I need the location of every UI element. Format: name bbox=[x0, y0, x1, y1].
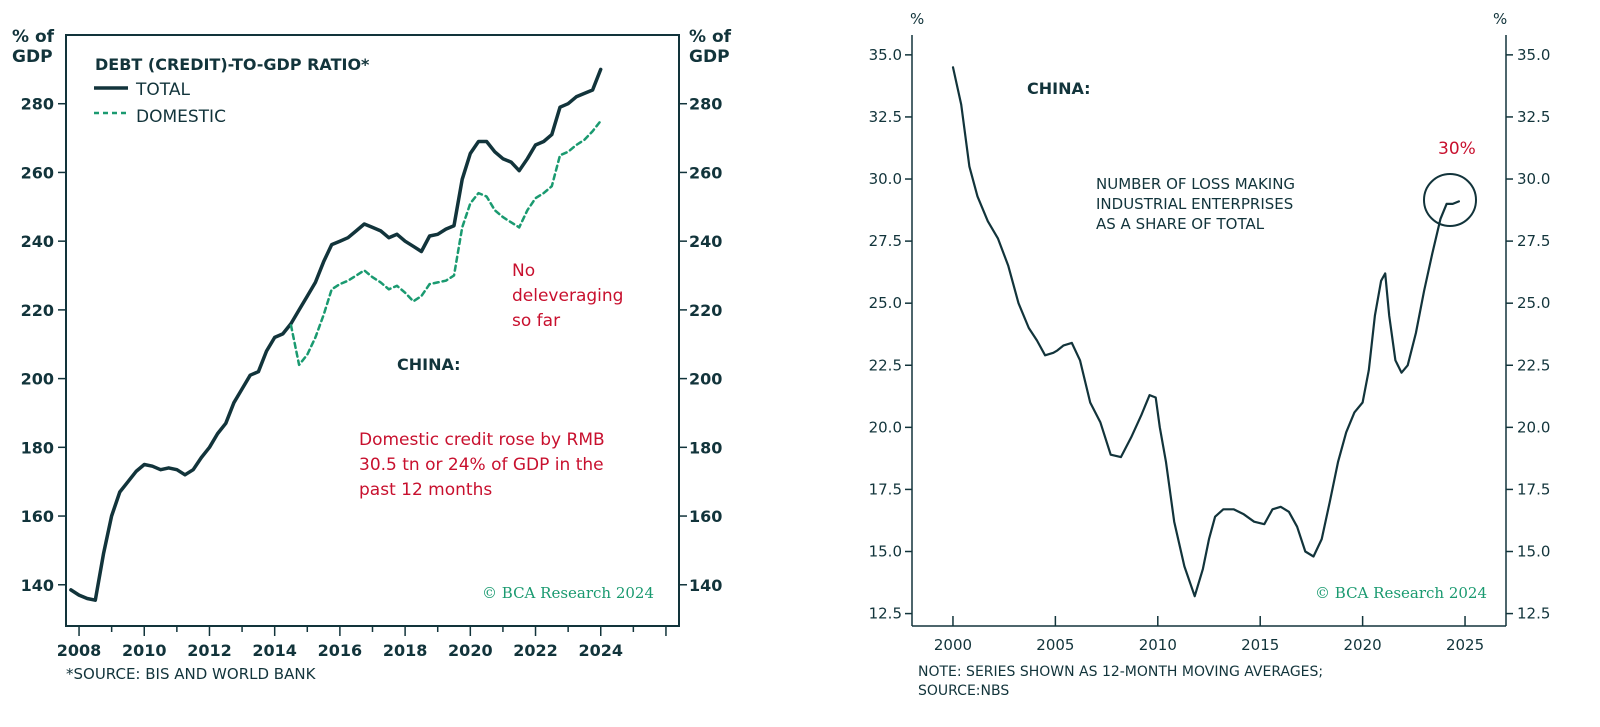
left-watermark: © BCA Research 2024 bbox=[482, 584, 654, 602]
left-chart: 140 140 160 160 180 180 200 200 220 220 240 240 260 2… bbox=[12, 27, 732, 683]
right-ytick-label: 25.0 bbox=[869, 294, 902, 312]
right-ytick-label-right: 12.5 bbox=[1517, 605, 1550, 623]
legend-domestic-label: DOMESTIC bbox=[136, 107, 226, 127]
right-ytick-label-right: 22.5 bbox=[1517, 356, 1550, 374]
left-ylabel-right-line1: % of bbox=[689, 27, 732, 47]
right-ytick-label: 17.5 bbox=[869, 480, 902, 498]
series-loss-making-share-line bbox=[951, 66, 1461, 598]
left-xtick-label: 2018 bbox=[383, 641, 428, 660]
right-xtick-label: 2020 bbox=[1344, 636, 1382, 654]
left-ylabel-right-line2: GDP bbox=[689, 47, 730, 67]
left-ytick-label-right: 220 bbox=[689, 301, 722, 320]
right-ytick-label-right: 25.0 bbox=[1517, 294, 1550, 312]
annotation-line: so far bbox=[512, 311, 560, 331]
left-xtick-label: 2020 bbox=[448, 641, 493, 660]
annotation-line: No bbox=[512, 261, 535, 281]
annotation-line: 30.5 tn or 24% of GDP in the bbox=[359, 455, 604, 475]
right-watermark: © BCA Research 2024 bbox=[1315, 584, 1487, 602]
left-xtick-label: 2024 bbox=[578, 641, 623, 660]
left-series bbox=[69, 67, 603, 602]
left-ytick-label-right: 200 bbox=[689, 370, 722, 389]
highlight-label: 30% bbox=[1438, 139, 1476, 159]
right-ytick-label: 12.5 bbox=[869, 605, 902, 623]
left-ytick-label: 140 bbox=[21, 576, 54, 595]
right-ytick-label: 20.0 bbox=[869, 418, 902, 436]
right-title-line: NUMBER OF LOSS MAKING bbox=[1096, 175, 1295, 193]
highlight-circle bbox=[1423, 173, 1477, 227]
left-ytick-label: 280 bbox=[21, 95, 54, 114]
right-ytick-label: 15.0 bbox=[869, 543, 902, 561]
left-chart-title: DEBT (CREDIT)-TO-GDP RATIO* bbox=[95, 55, 370, 74]
left-xtick-label: 2016 bbox=[318, 641, 363, 660]
left-ytick-label-right: 160 bbox=[689, 507, 722, 526]
annotation-no-deleveraging: No deleveraging so far bbox=[512, 261, 623, 331]
right-chart: 12.5 12.5 15.0 15.0 17.5 17.5 20.0 20.0 22.5 22.5… bbox=[869, 10, 1551, 699]
left-ylabel-line1: % of bbox=[12, 27, 55, 47]
left-legend: TOTAL DOMESTIC bbox=[94, 80, 226, 127]
left-xtick-label: 2014 bbox=[252, 641, 297, 660]
right-chart-title: NUMBER OF LOSS MAKING INDUSTRIAL ENTERPR… bbox=[1096, 175, 1295, 233]
right-ytick-label-right: 32.5 bbox=[1517, 108, 1550, 126]
right-note-line: SOURCE:NBS bbox=[918, 683, 1009, 699]
left-xtick-label: 2022 bbox=[513, 641, 558, 660]
left-xtick-label: 2012 bbox=[187, 641, 232, 660]
left-ytick-label-right: 240 bbox=[689, 232, 722, 251]
right-ytick-label-right: 20.0 bbox=[1517, 418, 1550, 436]
right-ylabel-left: % bbox=[910, 10, 924, 28]
right-xtick-label: 2015 bbox=[1241, 636, 1279, 654]
right-ytick-label: 30.0 bbox=[869, 170, 902, 188]
right-ytick-label: 27.5 bbox=[869, 232, 902, 250]
left-xtick-label: 2008 bbox=[57, 641, 102, 660]
left-ytick-label: 200 bbox=[21, 370, 54, 389]
right-panel-label: CHINA: bbox=[1027, 79, 1091, 98]
right-ylabel-right: % bbox=[1493, 10, 1507, 28]
right-ytick-label: 22.5 bbox=[869, 356, 902, 374]
left-y-ticks: 140 140 160 160 180 180 200 200 220 220 240 240 260 2… bbox=[21, 95, 723, 595]
right-xtick-label: 2000 bbox=[934, 636, 972, 654]
right-y-ticks: 12.5 12.5 15.0 15.0 17.5 17.5 20.0 20.0 22.5 22.5… bbox=[869, 46, 1551, 623]
series-domestic-line bbox=[289, 119, 602, 367]
legend-total-label: TOTAL bbox=[135, 80, 190, 100]
left-panel-label: CHINA: bbox=[397, 355, 461, 374]
right-title-line: AS A SHARE OF TOTAL bbox=[1096, 215, 1265, 233]
left-ytick-label: 160 bbox=[21, 507, 54, 526]
left-footnote: *SOURCE: BIS AND WORLD BANK bbox=[66, 665, 317, 683]
right-ytick-label-right: 17.5 bbox=[1517, 480, 1550, 498]
left-ytick-label: 240 bbox=[21, 232, 54, 251]
series-total-line bbox=[69, 67, 603, 602]
right-x-ticks: 2000 2005 2010 2015 2020 2025 bbox=[934, 616, 1484, 654]
left-ytick-label: 220 bbox=[21, 301, 54, 320]
right-title-line: INDUSTRIAL ENTERPRISES bbox=[1096, 195, 1293, 213]
right-ytick-label-right: 15.0 bbox=[1517, 543, 1550, 561]
annotation-line: past 12 months bbox=[359, 480, 492, 500]
right-series bbox=[951, 66, 1461, 598]
left-ylabel-line2: GDP bbox=[12, 47, 53, 67]
annotation-line: Domestic credit rose by RMB bbox=[359, 430, 605, 450]
left-ytick-label-right: 280 bbox=[689, 95, 722, 114]
right-ytick-label: 35.0 bbox=[869, 46, 902, 64]
right-note-line: NOTE: SERIES SHOWN AS 12-MONTH MOVING AV… bbox=[918, 664, 1323, 680]
right-ytick-label-right: 35.0 bbox=[1517, 46, 1550, 64]
left-xtick-label: 2010 bbox=[122, 641, 167, 660]
right-xtick-label: 2010 bbox=[1139, 636, 1177, 654]
right-ytick-label-right: 27.5 bbox=[1517, 232, 1550, 250]
right-xtick-label: 2005 bbox=[1036, 636, 1074, 654]
left-x-ticks: 2008 2010 2012 2014 2016 2018 2020 2022 2024 bbox=[57, 626, 667, 660]
annotation-line: deleveraging bbox=[512, 286, 623, 306]
left-ytick-label: 180 bbox=[21, 438, 54, 457]
right-xtick-label: 2025 bbox=[1446, 636, 1484, 654]
left-ytick-label: 260 bbox=[21, 163, 54, 182]
right-ytick-label: 32.5 bbox=[869, 108, 902, 126]
left-ytick-label-right: 180 bbox=[689, 438, 722, 457]
right-ytick-label-right: 30.0 bbox=[1517, 170, 1550, 188]
annotation-domestic-credit: Domestic credit rose by RMB 30.5 tn or 2… bbox=[359, 430, 605, 500]
left-ytick-label-right: 140 bbox=[689, 576, 722, 595]
left-ytick-label-right: 260 bbox=[689, 163, 722, 182]
